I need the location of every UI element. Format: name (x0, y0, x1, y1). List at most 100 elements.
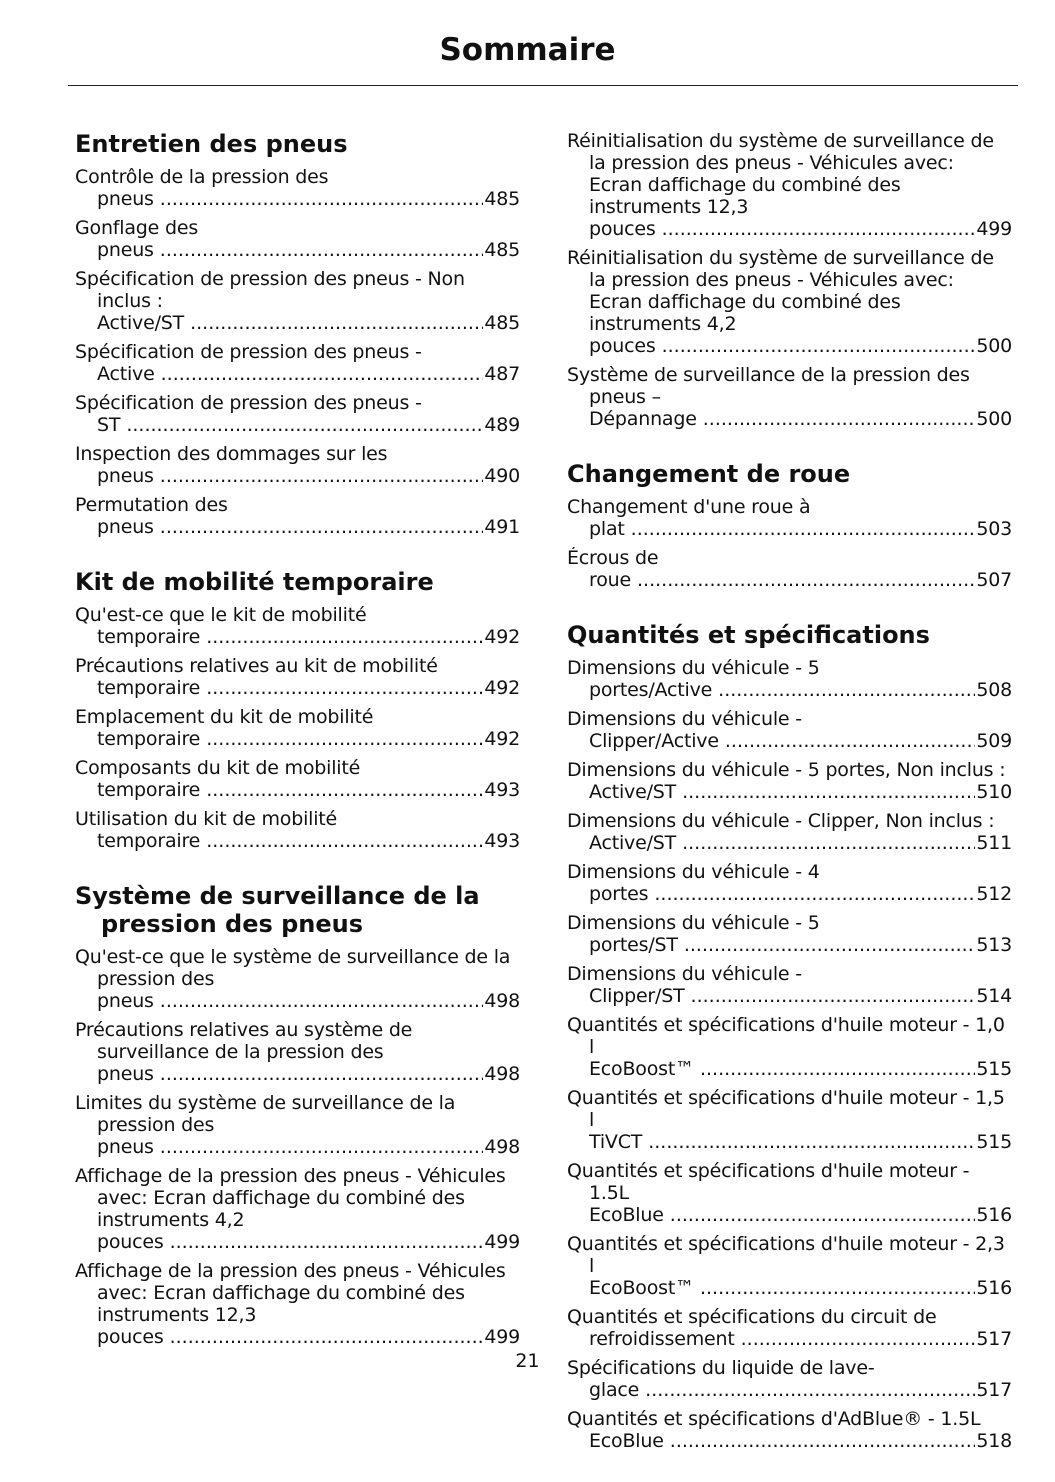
toc-section: Réinitialisation du système de surveilla… (567, 130, 1012, 430)
toc-section: Quantités et spécifications Dimensions du… (567, 621, 1012, 1452)
entry-page: 485 (483, 312, 520, 334)
toc-entry[interactable]: Composants du kit de mobilité temporaire… (75, 757, 520, 801)
toc-entry[interactable]: Réinitialisation du système de surveilla… (567, 247, 1012, 357)
entry-title: Réinitialisation du système de surveilla… (567, 130, 1012, 240)
entry-title: Écrous de roue (567, 547, 1012, 591)
toc-section: Entretien des pneus Contrôle de la pressi… (75, 130, 520, 538)
toc-entry[interactable]: Affichage de la pression des pneus - Véh… (75, 1260, 520, 1348)
entry-title: Quantités et spécifications d'huile mote… (567, 1014, 1012, 1080)
toc-entry[interactable]: Contrôle de la pression des pneus485 (75, 166, 520, 210)
section-heading: Quantités et spécifications (567, 621, 930, 649)
entry-page: 489 (483, 414, 520, 436)
entry-title: Utilisation du kit de mobilité temporair… (75, 808, 520, 852)
toc-entry[interactable]: Utilisation du kit de mobilité temporair… (75, 808, 520, 852)
toc-entry[interactable]: Quantités et spécifications d'huile mote… (567, 1160, 1012, 1226)
entry-page: 492 (483, 728, 520, 750)
entry-title: Précautions relatives au système de surv… (75, 1019, 520, 1085)
toc-entry[interactable]: Dimensions du véhicule - 5 portes/ST513 (567, 912, 1012, 956)
toc-entry[interactable]: Gonflage des pneus485 (75, 217, 520, 261)
entry-page: 503 (975, 518, 1012, 540)
toc-entry[interactable]: Changement d'une roue à plat503 (567, 496, 1012, 540)
title-rule (68, 85, 1018, 86)
entry-title: Affichage de la pression des pneus - Véh… (75, 1260, 520, 1348)
page-number: 21 (515, 1350, 540, 1372)
entry-title: Précautions relatives au kit de mobilité… (75, 655, 520, 699)
toc-entry[interactable]: Emplacement du kit de mobilité temporair… (75, 706, 520, 750)
entry-title: Limites du système de surveillance de la… (75, 1092, 520, 1158)
entry-page: 516 (975, 1277, 1012, 1299)
toc-section: Kit de mobilité temporaire Qu'est-ce que … (75, 568, 520, 852)
entry-page: 490 (483, 465, 520, 487)
toc-entry[interactable]: Spécifications du liquide de lave-glace5… (567, 1357, 1012, 1401)
entry-page: 485 (483, 239, 520, 261)
entry-page: 500 (975, 408, 1012, 430)
entry-page: 515 (975, 1131, 1012, 1153)
toc-entry[interactable]: Précautions relatives au système de surv… (75, 1019, 520, 1085)
entry-title: Spécification de pression des pneus - Ac… (75, 341, 520, 385)
entry-title: Quantités et spécifications d'huile mote… (567, 1233, 1012, 1299)
toc-entry[interactable]: Écrous de roue507 (567, 547, 1012, 591)
entry-page: 499 (483, 1231, 520, 1253)
toc-entry[interactable]: Quantités et spécifications d'huile mote… (567, 1087, 1012, 1153)
toc-entry[interactable]: Dimensions du véhicule - 5 portes, Non i… (567, 759, 1012, 803)
entry-page: 499 (483, 1326, 520, 1348)
toc-entry[interactable]: Quantités et spécifications d'AdBlue® - … (567, 1408, 1012, 1452)
entry-page: 508 (975, 679, 1012, 701)
page: Sommaire {"header": {"title": "Sommaire"… (68, 32, 1018, 1452)
entry-title: Dimensions du véhicule - Clipper/Active (567, 708, 1012, 752)
toc-entry[interactable]: Quantités et spécifications d'huile mote… (567, 1014, 1012, 1080)
entry-title: Dimensions du véhicule - 5 portes/ST (567, 912, 1012, 956)
entry-title: Gonflage des pneus (75, 217, 520, 261)
toc-entry[interactable]: Spécification de pression des pneus - No… (75, 268, 520, 334)
entry-title: Dimensions du véhicule - 5 portes, Non i… (567, 759, 1012, 803)
toc-entry[interactable]: Qu'est-ce que le système de surveillance… (75, 946, 520, 1012)
toc-section: Système de surveillance de la pression d… (75, 882, 520, 1348)
section-heading: Entretien des pneus (75, 130, 348, 158)
entry-title: Dimensions du véhicule - 4 portes (567, 861, 1012, 905)
entry-title: Quantités et spécifications d'AdBlue® - … (567, 1408, 1012, 1452)
toc-entry[interactable]: Limites du système de surveillance de la… (75, 1092, 520, 1158)
toc-entry[interactable]: Dimensions du véhicule - 5 portes/Active… (567, 657, 1012, 701)
entry-page: 500 (975, 335, 1012, 357)
toc-entry[interactable]: Spécification de pression des pneus - ST… (75, 392, 520, 436)
entry-page: 516 (975, 1204, 1012, 1226)
entry-page: 498 (483, 990, 520, 1012)
toc-entry[interactable]: Quantités et spécifications du circuit d… (567, 1306, 1012, 1350)
toc-entry[interactable]: Spécification de pression des pneus - Ac… (75, 341, 520, 385)
toc-entry[interactable]: Réinitialisation du système de surveilla… (567, 130, 1012, 240)
entry-page: 493 (483, 830, 520, 852)
entry-title: Quantités et spécifications d'huile mote… (567, 1160, 1012, 1226)
toc-entry[interactable]: Affichage de la pression des pneus - Véh… (75, 1165, 520, 1253)
entry-page: 513 (975, 934, 1012, 956)
entry-title: Dimensions du véhicule - Clipper, Non in… (567, 810, 1012, 854)
entry-page: 498 (483, 1063, 520, 1085)
toc-entry[interactable]: Permutation des pneus491 (75, 494, 520, 538)
entry-page: 517 (975, 1328, 1012, 1350)
toc-entry[interactable]: Dimensions du véhicule - Clipper/Active5… (567, 708, 1012, 752)
entry-page: 493 (483, 779, 520, 801)
entry-title: Quantités et spécifications du circuit d… (567, 1306, 1012, 1350)
entry-page: 498 (483, 1136, 520, 1158)
toc-entry[interactable]: Dimensions du véhicule - 4 portes512 (567, 861, 1012, 905)
toc-entry[interactable]: Inspection des dommages sur les pneus490 (75, 443, 520, 487)
entry-title: Changement d'une roue à plat (567, 496, 1012, 540)
toc-entry[interactable]: Dimensions du véhicule - Clipper/ST514 (567, 963, 1012, 1007)
entry-title: Qu'est-ce que le kit de mobilité tempora… (75, 604, 520, 648)
section-heading: Changement de roue (567, 460, 851, 488)
entry-title: Composants du kit de mobilité temporaire (75, 757, 520, 801)
toc-entry[interactable]: Précautions relatives au kit de mobilité… (75, 655, 520, 699)
entry-page: 485 (483, 188, 520, 210)
toc-entry[interactable]: Qu'est-ce que le kit de mobilité tempora… (75, 604, 520, 648)
entry-title: Réinitialisation du système de surveilla… (567, 247, 1012, 357)
toc-entry[interactable]: Système de surveillance de la pression d… (567, 364, 1012, 430)
entry-page: 499 (975, 218, 1012, 240)
entry-title: Dimensions du véhicule - 5 portes/Active (567, 657, 1012, 701)
entry-title: Qu'est-ce que le système de surveillance… (75, 946, 520, 1012)
entry-page: 515 (975, 1058, 1012, 1080)
entry-page: 507 (975, 569, 1012, 591)
toc-entry[interactable]: Dimensions du véhicule - Clipper, Non in… (567, 810, 1012, 854)
toc-entry[interactable]: Quantités et spécifications d'huile mote… (567, 1233, 1012, 1299)
entry-title: Inspection des dommages sur les pneus (75, 443, 520, 487)
entry-page: 491 (483, 516, 520, 538)
section-heading: Système de surveillance de la pression d… (75, 882, 480, 938)
